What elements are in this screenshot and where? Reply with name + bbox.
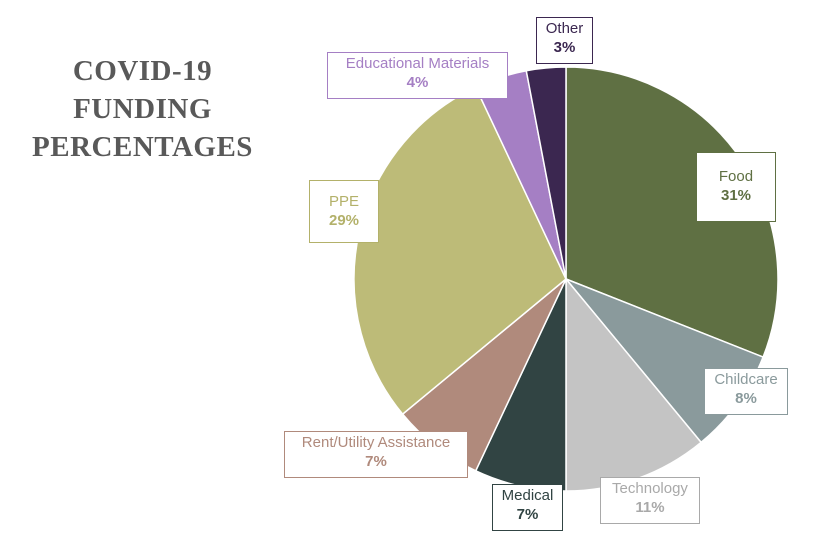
chart-title: COVID-19 FUNDING PERCENTAGES [0, 52, 285, 166]
data-label-educational-materials-name: Educational Materials [345, 55, 490, 72]
data-label-other-name: Other [545, 20, 584, 37]
data-label-rent-utility-assistance: Rent/Utility Assistance 7% [284, 431, 468, 478]
data-label-medical-value: 7% [516, 506, 539, 523]
data-label-ppe: PPE 29% [309, 180, 379, 243]
data-label-other: Other 3% [536, 17, 593, 64]
data-label-food-value: 31% [720, 187, 752, 204]
data-label-food-name: Food [718, 168, 754, 185]
data-label-childcare-value: 8% [735, 390, 757, 407]
data-label-rent-utility-assistance-value: 7% [365, 453, 387, 470]
data-label-technology: Technology 11% [600, 477, 700, 524]
data-label-educational-materials-value: 4% [406, 74, 429, 91]
pie-slice-other [525, 66, 567, 280]
data-label-ppe-name: PPE [328, 193, 359, 210]
data-label-food: Food 31% [696, 152, 776, 222]
data-label-technology-name: Technology [612, 480, 688, 497]
data-label-childcare-name: Childcare [714, 371, 778, 388]
chart-title-line-2: FUNDING [73, 93, 212, 125]
data-label-ppe-value: 29% [328, 212, 360, 229]
data-label-technology-value: 11% [635, 499, 665, 516]
data-label-other-value: 3% [553, 39, 576, 56]
chart-title-line-3: PERCENTAGES [32, 131, 253, 163]
data-label-rent-utility-assistance-name: Rent/Utility Assistance [301, 434, 451, 451]
data-label-medical: Medical 7% [492, 484, 563, 531]
data-label-childcare: Childcare 8% [704, 368, 788, 415]
chart-title-line-1: COVID-19 [72, 55, 213, 87]
data-label-educational-materials: Educational Materials 4% [327, 52, 508, 99]
data-label-medical-name: Medical [501, 487, 554, 504]
